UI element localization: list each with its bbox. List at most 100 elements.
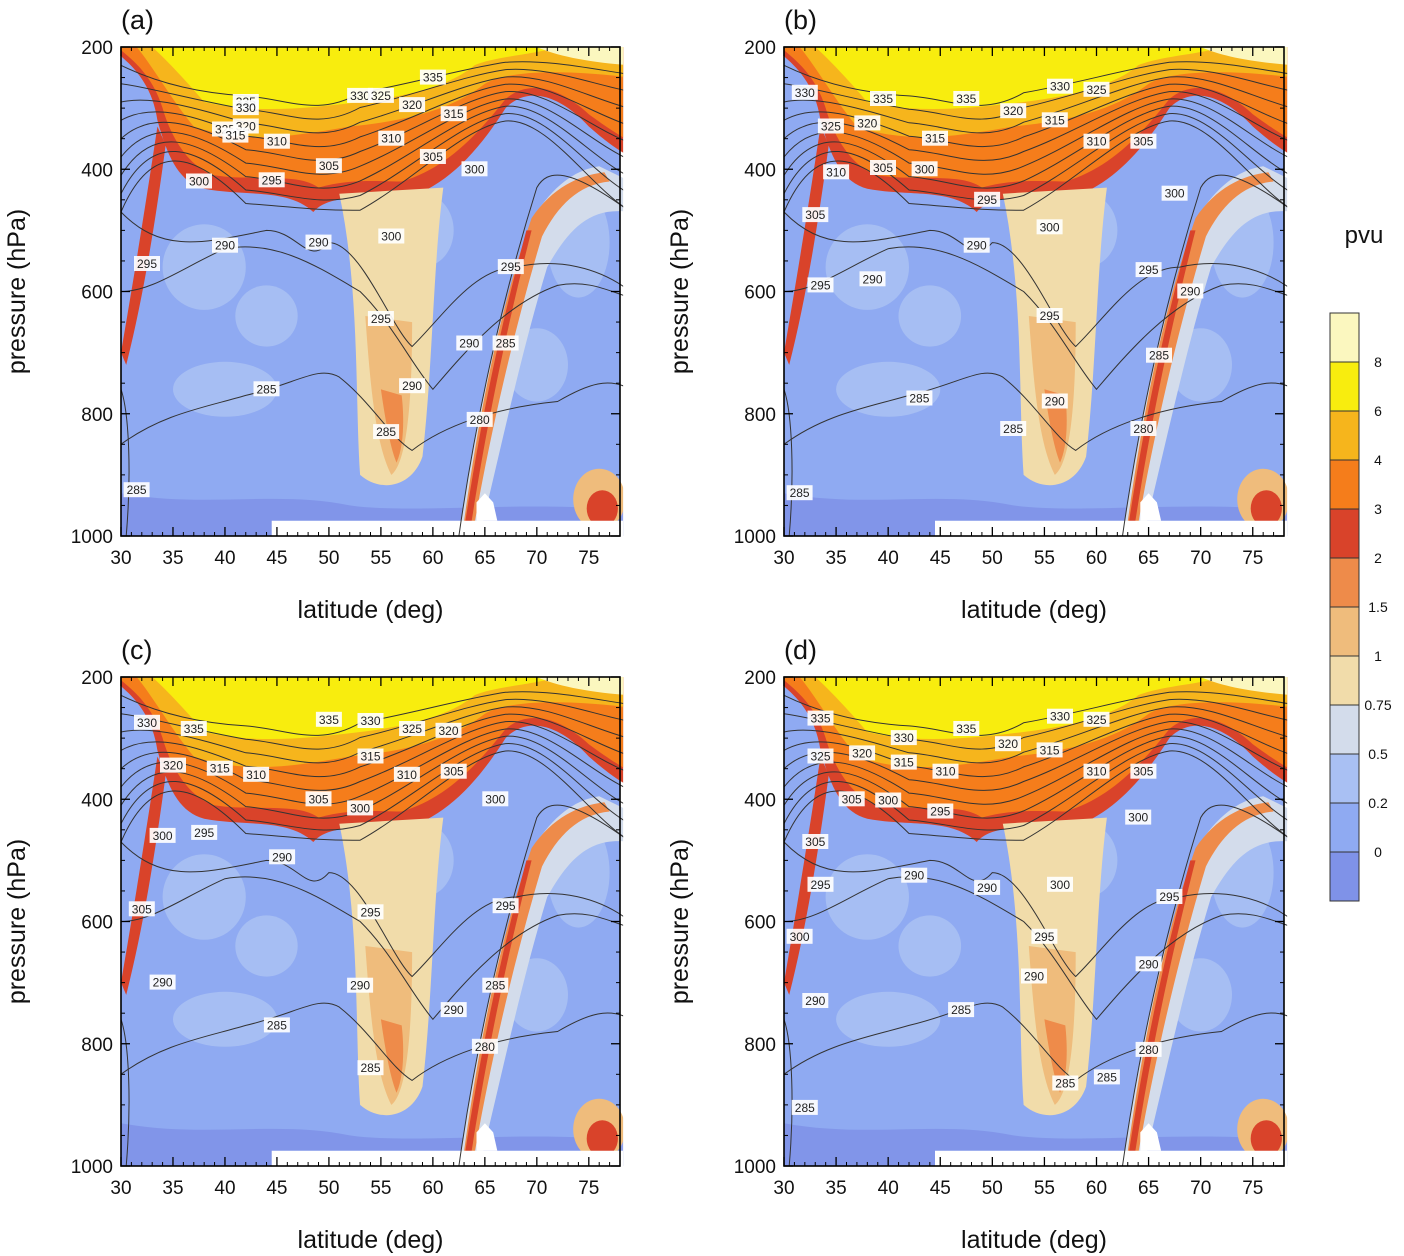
contour-label-text: 305 <box>873 161 893 175</box>
contour-label: 295 <box>492 898 519 914</box>
contour-label-text: 325 <box>810 750 830 764</box>
contour-label-text: 310 <box>1086 765 1106 779</box>
colorbar-swatch <box>1329 851 1360 902</box>
x-tick-label: 60 <box>422 1178 443 1199</box>
x-tick-label: 60 <box>422 548 443 569</box>
isentrope-line <box>784 61 1288 106</box>
y-tick-label: 600 <box>81 913 113 934</box>
contour-label-text: 310 <box>246 768 266 782</box>
contour-label-text: 290 <box>1045 395 1065 409</box>
isentrope-line <box>784 389 793 536</box>
contour-label: 295 <box>357 904 384 920</box>
x-tick-label: 75 <box>578 548 599 569</box>
isentrope-line <box>784 372 1288 452</box>
contour-label: 295 <box>134 256 160 271</box>
contour-label: 295 <box>367 311 394 326</box>
contour-label: 310 <box>823 164 850 180</box>
contour-label-text: 305 <box>308 792 328 806</box>
isentrope-line <box>784 76 1288 134</box>
x-tick-label: 45 <box>930 1178 951 1199</box>
contour-label-text: 305 <box>319 159 339 173</box>
contour-label: 305 <box>1130 133 1157 149</box>
panel-label: (c) <box>121 635 152 665</box>
contour-label-text: 295 <box>137 257 157 271</box>
contour-label-text: 335 <box>873 92 893 106</box>
x-tick-label: 65 <box>474 1178 495 1199</box>
contour-label-text: 295 <box>930 805 950 819</box>
contour-label-text: 305 <box>1133 135 1153 149</box>
axes: 30 35 40 45 50 55 60 65 70 75 200 400 600 800 1000 <box>71 38 621 569</box>
x-tick-label: 50 <box>318 1178 339 1199</box>
isentrope-line <box>784 743 1288 831</box>
contour-label-text: 285 <box>267 1018 287 1032</box>
contour-label: 315 <box>222 127 249 143</box>
colorbar-swatch <box>1329 508 1360 559</box>
contour-label: 285 <box>253 381 280 397</box>
isentrope-line <box>121 83 624 148</box>
colorbar-swatch <box>1329 802 1360 853</box>
contour-label: 295 <box>807 876 834 892</box>
isentrope-line <box>458 804 624 1166</box>
contour-label-text: 285 <box>360 1061 380 1075</box>
contour-label-text: 315 <box>894 756 914 770</box>
contour-label-text: 280 <box>475 1040 495 1054</box>
x-tick-label: 65 <box>474 548 495 569</box>
y-tick-label: 400 <box>744 160 776 181</box>
x-tick-label: 30 <box>110 548 131 569</box>
contour-label: 325 <box>399 721 426 736</box>
contour-label-text: 285 <box>496 337 516 351</box>
contour-label: 300 <box>911 161 938 177</box>
colorbar-swatch <box>1329 459 1360 510</box>
contour-label: 285 <box>1000 421 1027 436</box>
contour-label: 310 <box>393 766 420 782</box>
y-tick-label: 800 <box>744 1035 776 1056</box>
x-axis-title: latitude (deg) <box>961 1226 1107 1254</box>
contour-label: 290 <box>1021 968 1047 984</box>
isentrope-line <box>784 698 1288 750</box>
contour-label-text: 310 <box>1086 135 1106 149</box>
contour-label-text: 290 <box>1024 970 1044 984</box>
x-tick-label: 45 <box>266 1178 287 1199</box>
y-tick-label: 1000 <box>734 1157 776 1178</box>
contour-label-text: 330 <box>350 89 370 103</box>
contour-label-text: 295 <box>1159 890 1179 904</box>
isentrope-line <box>121 721 624 791</box>
contour-label-text: 325 <box>371 89 391 103</box>
contour-label: 290 <box>399 378 426 394</box>
contour-label: 335 <box>315 711 342 727</box>
y-axis-title: pressure (hPa) <box>3 839 31 1004</box>
isentrope-line <box>784 113 1288 201</box>
colorbar-label: 2 <box>1374 550 1382 566</box>
contour-label-text: 320 <box>852 746 872 760</box>
contour-label: 280 <box>1130 421 1157 436</box>
isentrope-lines <box>121 61 624 536</box>
contour-label-text: 290 <box>967 239 987 253</box>
contour-label-text: 315 <box>360 750 380 764</box>
contour-label-text: 280 <box>1139 1043 1159 1057</box>
contour-label: 295 <box>807 277 834 293</box>
y-tick-label: 800 <box>81 405 113 426</box>
contour-label: 335 <box>180 721 207 736</box>
x-tick-label: 40 <box>878 548 899 569</box>
contour-label: 295 <box>927 803 954 819</box>
y-tick-label: 800 <box>744 405 776 426</box>
colorbar-label: 1 <box>1374 648 1382 664</box>
contour-label: 315 <box>1041 112 1068 128</box>
x-tick-label: 40 <box>214 548 235 569</box>
contour-label: 285 <box>906 390 933 406</box>
contour-label-text: 320 <box>1003 104 1023 118</box>
panel-label: (b) <box>784 5 817 35</box>
axes: 30 35 40 45 50 55 60 65 70 75 200 400 600 800 1000 <box>71 668 621 1199</box>
contour-label-text: 320 <box>998 737 1018 751</box>
contour-label-text: 300 <box>485 792 505 806</box>
contour-label: 295 <box>1036 308 1063 323</box>
x-axis-title: latitude (deg) <box>298 1226 444 1254</box>
contour-label: 320 <box>399 97 426 113</box>
contour-label: 300 <box>786 928 813 944</box>
contour-label: 290 <box>269 849 296 865</box>
contour-label: 320 <box>995 736 1021 752</box>
contour-label: 335 <box>953 721 980 736</box>
contour-label: 310 <box>932 763 959 779</box>
contour-label: 335 <box>419 69 446 85</box>
